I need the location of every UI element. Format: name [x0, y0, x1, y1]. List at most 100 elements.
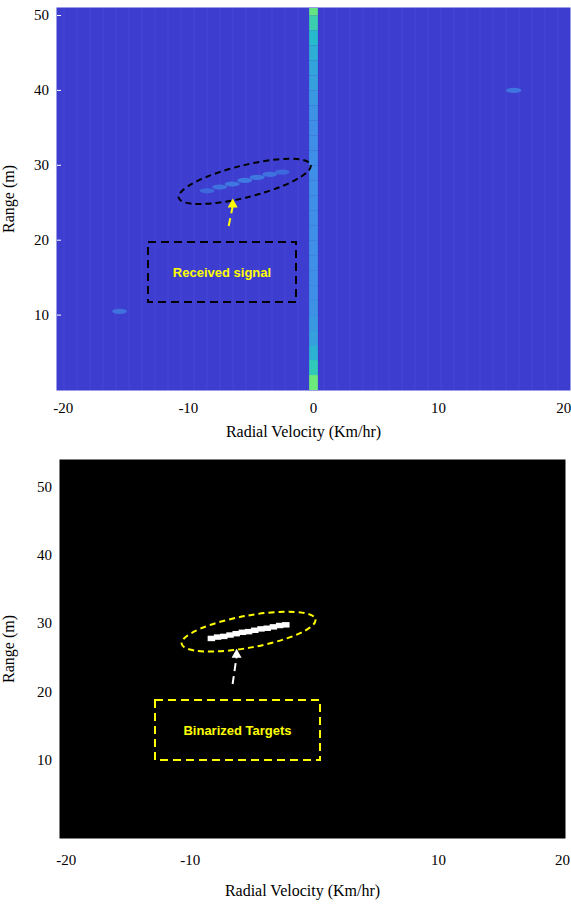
- cell: [309, 375, 318, 390]
- texture: [336, 8, 338, 390]
- cell: [309, 180, 318, 195]
- cell: [250, 175, 265, 180]
- texture: [440, 8, 442, 390]
- marks: [208, 622, 290, 641]
- cell: [309, 120, 318, 135]
- y-tick-label: 40: [37, 547, 52, 563]
- y-tick: [57, 90, 61, 91]
- cell: [309, 75, 318, 90]
- texture: [453, 8, 455, 390]
- y-tick: [57, 315, 61, 316]
- texture: [271, 8, 273, 390]
- arrow-head: [232, 649, 242, 658]
- plot-area: [57, 8, 570, 390]
- y-tick: [57, 15, 61, 16]
- y-tick: [57, 240, 61, 241]
- texture: [115, 8, 117, 390]
- texture: [375, 8, 377, 390]
- cell: [309, 240, 318, 255]
- texture: [297, 8, 299, 390]
- texture: [531, 8, 533, 390]
- cell: [309, 45, 318, 60]
- x-tick-label: 10: [431, 400, 446, 416]
- texture: [63, 8, 65, 390]
- cell: [309, 345, 318, 360]
- cell: [309, 315, 318, 330]
- y-tick-label: 10: [34, 307, 49, 323]
- cell: [309, 255, 318, 270]
- y-axis-title: Range (m): [0, 165, 18, 233]
- cell: [309, 30, 318, 45]
- texture: [141, 8, 143, 390]
- texture: [284, 8, 286, 390]
- cell: [200, 188, 215, 193]
- cell: [212, 184, 227, 189]
- cell: [309, 60, 318, 75]
- texture: [76, 8, 78, 390]
- cell: [309, 300, 318, 315]
- texture: [388, 8, 390, 390]
- cell: [237, 178, 252, 183]
- highlight-ring: [175, 149, 315, 213]
- label-box: [155, 700, 320, 760]
- y-tick-label: 30: [34, 157, 49, 173]
- y-tick-label: 10: [37, 752, 52, 768]
- cell: [309, 135, 318, 150]
- annotation: Binarized Targets: [183, 723, 291, 738]
- x-tick-label: -10: [178, 400, 198, 416]
- x-tick-label: 10: [431, 852, 446, 868]
- cell: [275, 169, 290, 174]
- texture: [479, 8, 481, 390]
- texture: [323, 8, 325, 390]
- cell: [225, 181, 240, 186]
- cell: [309, 195, 318, 210]
- cell: [112, 309, 127, 314]
- figure: Received signal-20-10010201020304050Radi…: [0, 0, 571, 911]
- y-tick: [57, 165, 61, 166]
- texture: [557, 8, 559, 390]
- texture: [544, 8, 546, 390]
- texture: [362, 8, 364, 390]
- texture: [193, 8, 195, 390]
- cell: [282, 622, 289, 627]
- annotation: Received signal: [173, 265, 271, 280]
- arrow-shaft: [229, 206, 233, 226]
- texture: [414, 8, 416, 390]
- cell: [309, 270, 318, 285]
- texture: [102, 8, 104, 390]
- texture: [492, 8, 494, 390]
- x-axis-title: Radial Velocity (Km/hr): [226, 423, 381, 441]
- panel-1: Binarized Targets: [60, 460, 565, 838]
- texture: [401, 8, 403, 390]
- highlight-ring: [179, 604, 319, 660]
- texture: [466, 8, 468, 390]
- cell: [506, 88, 521, 93]
- arrow-head: [228, 198, 238, 207]
- marks: [63, 8, 570, 390]
- y-tick-label: 50: [37, 479, 52, 495]
- cell: [309, 225, 318, 240]
- texture: [505, 8, 507, 390]
- texture: [128, 8, 130, 390]
- cell: [309, 285, 318, 300]
- texture: [206, 8, 208, 390]
- texture: [219, 8, 221, 390]
- cell: [309, 210, 318, 225]
- cell: [309, 90, 318, 105]
- texture: [427, 8, 429, 390]
- y-tick-label: 40: [34, 82, 49, 98]
- cell: [309, 330, 318, 345]
- y-tick-label: 50: [34, 7, 49, 23]
- cell: [309, 105, 318, 120]
- texture: [167, 8, 169, 390]
- y-tick-label: 20: [34, 232, 49, 248]
- y-tick-label: 20: [37, 684, 52, 700]
- texture: [518, 8, 520, 390]
- panel-0: Received signal: [57, 1, 571, 390]
- x-tick-label: 20: [555, 852, 570, 868]
- y-tick-label: 30: [37, 615, 52, 631]
- cell: [309, 8, 318, 15]
- x-tick-label: -20: [53, 400, 73, 416]
- cell: [309, 150, 318, 165]
- x-tick-label: 20: [556, 400, 571, 416]
